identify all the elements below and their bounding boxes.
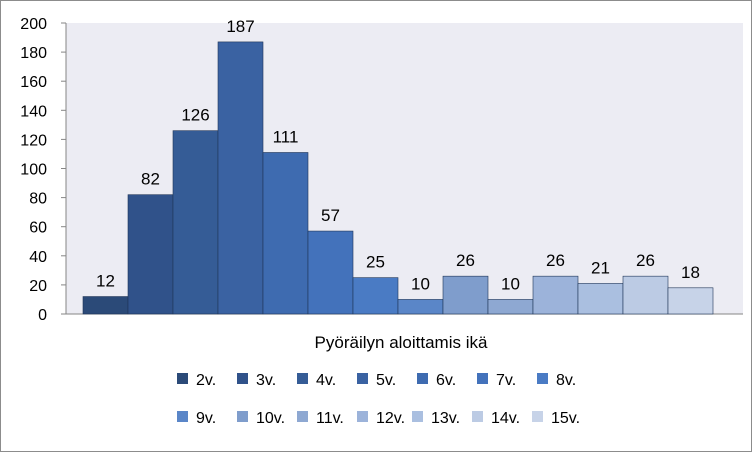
data-label: 26 [456,251,475,270]
legend-item-11v: 11v. [297,410,344,427]
legend-swatch [297,373,308,384]
legend-swatch [237,411,248,422]
bar-12v [532,275,579,315]
legend-swatch [537,373,548,384]
legend-label: 9v. [196,410,216,427]
legend-item-5v: 5v. [357,372,396,389]
legend-item-4v: 4v. [297,372,336,389]
legend-item-13v: 13v. [412,410,460,427]
data-label: 26 [546,251,565,270]
bar-3v [127,194,174,315]
legend-item-2v: 2v. [177,372,216,389]
y-tick-label: 80 [29,191,47,208]
y-tick-label: 100 [20,162,47,179]
y-tick-label: 60 [29,220,47,237]
legend-swatch [237,373,248,384]
legend: 2v. 3v. 4v. 5v. 6v. 7v. 8v. 9v. 10v. 11v. 12v. 13v.… [177,372,580,427]
y-tick-label: 160 [20,74,47,91]
y-tick-label: 140 [20,103,47,120]
legend-swatch [357,373,368,384]
legend-label: 13v. [431,410,460,427]
data-label: 25 [366,253,385,272]
data-label: 10 [501,274,520,293]
bar-7v [307,230,354,315]
legend-label: 8v. [556,372,576,389]
y-tick-label: 40 [29,249,47,266]
legend-label: 2v. [196,372,216,389]
y-tick-label: 180 [20,45,47,62]
data-label: 18 [681,263,700,282]
legend-swatch [472,411,483,422]
bar-8v [352,277,399,315]
legend-label: 15v. [551,410,580,427]
y-tick-label: 120 [20,132,47,149]
bar-6v [262,152,309,315]
bar-4v [172,130,219,315]
legend-swatch [532,411,543,422]
data-label: 126 [181,106,209,125]
legend-label: 3v. [256,372,276,389]
legend-item-15v: 15v. [532,410,580,427]
legend-label: 14v. [491,410,520,427]
bar-2v [82,296,129,315]
data-label: 12 [96,272,115,291]
bar-14v [622,275,669,315]
bar-5v [217,41,264,315]
legend-label: 12v. [376,410,405,427]
legend-label: 6v. [436,372,456,389]
data-label: 57 [321,206,340,225]
legend-item-8v: 8v. [537,372,576,389]
bar-13v [577,283,624,315]
legend-swatch [177,411,188,422]
data-label: 10 [411,274,430,293]
legend-item-7v: 7v. [477,372,516,389]
bar-11v [487,299,534,315]
bar-15v [667,287,714,315]
legend-item-14v: 14v. [472,410,520,427]
legend-swatch [417,373,428,384]
data-label: 82 [141,170,160,189]
data-label: 187 [226,17,254,36]
bars [82,41,714,315]
y-tick-label: 200 [20,16,47,33]
bar-10v [442,275,489,315]
legend-item-10v: 10v. [237,410,285,427]
legend-item-6v: 6v. [417,372,456,389]
legend-label: 5v. [376,372,396,389]
bar-9v [397,299,444,315]
legend-swatch [177,373,188,384]
data-label: 26 [636,251,655,270]
legend-label: 10v. [256,410,285,427]
legend-swatch [357,411,368,422]
legend-label: 11v. [316,410,344,427]
x-axis-title: Pyöräilyn aloittamis ikä [315,333,488,352]
legend-swatch [412,411,423,422]
data-label: 21 [591,258,610,277]
legend-label: 7v. [496,372,516,389]
data-labels: 12 82 126 187 111 57 25 10 26 10 26 21 26 18 [96,17,700,294]
y-tick-label: 0 [38,307,47,324]
legend-swatch [297,411,308,422]
y-tick-label: 20 [29,278,47,295]
legend-label: 4v. [316,372,336,389]
legend-item-9v: 9v. [177,410,216,427]
legend-item-12v: 12v. [357,410,405,427]
legend-swatch [477,373,488,384]
data-label: 111 [273,127,299,146]
legend-item-3v: 3v. [237,372,276,389]
